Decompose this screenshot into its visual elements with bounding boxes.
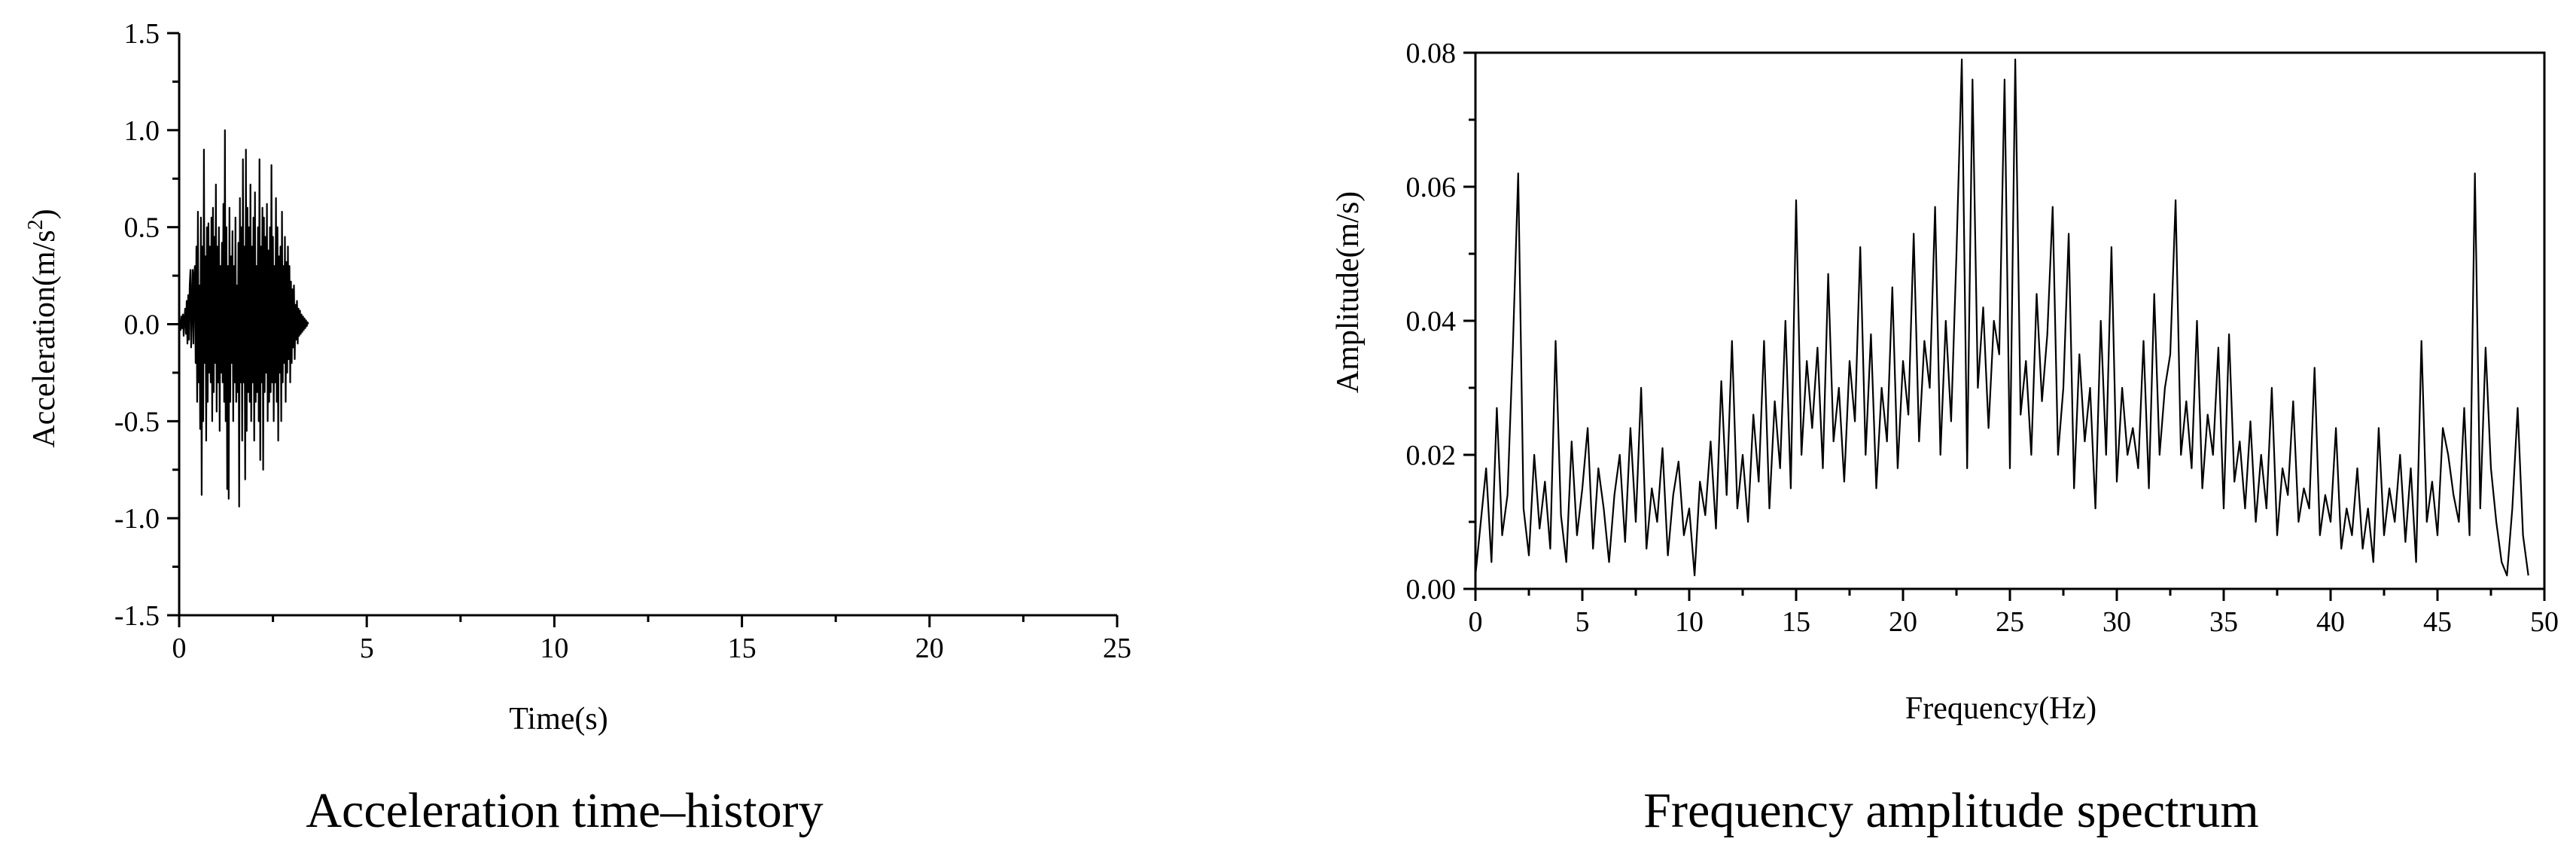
acceleration-chart: 0 5 10 15 20 25 -1.5 -1.0 -0.5 0.0 0.5 1.0 1.5 Time(… (24, 18, 1131, 838)
spectrum-chart-caption: Frequency amplitude spectrum (1643, 783, 2258, 838)
acceleration-y-tick-label: 0.5 (124, 212, 160, 244)
acceleration-y-tick-label: -1.0 (114, 503, 160, 535)
spectrum-x-tick-label: 40 (2316, 606, 2345, 638)
spectrum-series (1474, 58, 2529, 577)
spectrum-chart: 0 5 10 15 20 25 30 35 40 45 50 0.00 0.02 0.04 0.06 0.08… (1331, 38, 2559, 838)
spectrum-x-tick-label: 30 (2103, 606, 2131, 638)
spectrum-y-axis-title: Amplitude(m/s) (1331, 191, 1366, 393)
spectrum-y-tick-label: 0.04 (1406, 306, 1457, 337)
spectrum-x-tick-label: 35 (2209, 606, 2238, 638)
spectrum-x-tick-label: 25 (1996, 606, 2024, 638)
acceleration-chart-caption: Acceleration time–history (306, 783, 823, 838)
acceleration-y-axis-title-close: ) (27, 209, 62, 219)
spectrum-x-tick-label: 15 (1782, 606, 1810, 638)
acceleration-x-axis-title: Time(s) (509, 702, 607, 736)
acceleration-y-tick-label: 1.0 (124, 115, 160, 147)
spectrum-y-tick-label: 0.00 (1406, 574, 1457, 605)
acceleration-x-tick-label: 25 (1103, 633, 1131, 664)
spectrum-x-tick-label: 5 (1576, 606, 1590, 638)
spectrum-x-tick-label: 20 (1889, 606, 1917, 638)
acceleration-x-tick-label: 0 (172, 633, 187, 664)
acceleration-x-tick-label: 15 (728, 633, 757, 664)
spectrum-x-tick-label: 45 (2423, 606, 2452, 638)
spectrum-series-line-0 (1474, 58, 2529, 577)
spectrum-x-tick-label: 50 (2530, 606, 2559, 638)
spectrum-y-tick-label: 0.08 (1406, 38, 1457, 69)
acceleration-y-tick-label: -0.5 (114, 406, 160, 438)
spectrum-x-tick-label: 0 (1469, 606, 1483, 638)
acceleration-axes: 0 5 10 15 20 25 -1.5 -1.0 -0.5 0.0 0.5 1.0 1.5 (114, 18, 1131, 664)
acceleration-x-tick-label: 10 (540, 633, 568, 664)
acceleration-y-tick-label: 0.0 (124, 310, 160, 341)
spectrum-x-axis-title: Frequency(Hz) (1905, 691, 2096, 726)
acceleration-y-tick-label: 1.5 (124, 18, 160, 50)
acceleration-x-tick-label: 5 (360, 633, 374, 664)
spectrum-axes: 0 5 10 15 20 25 30 35 40 45 50 0.00 0.02 0.04 0.06 0.08 (1406, 38, 2559, 638)
spectrum-x-tick-label: 10 (1675, 606, 1704, 638)
spectrum-y-tick-label: 0.06 (1406, 172, 1457, 203)
acceleration-y-tick-label: -1.5 (114, 600, 160, 632)
acceleration-series-line-0 (178, 129, 309, 508)
spectrum-y-tick-label: 0.02 (1406, 440, 1457, 471)
acceleration-series (178, 129, 309, 508)
acceleration-y-axis-title-sup: 2 (24, 219, 47, 230)
acceleration-y-axis-title-base: Acceleration(m/s (27, 230, 62, 447)
acceleration-x-tick-label: 20 (915, 633, 944, 664)
acceleration-y-axis-title: Acceleration(m/s2) (24, 209, 62, 447)
